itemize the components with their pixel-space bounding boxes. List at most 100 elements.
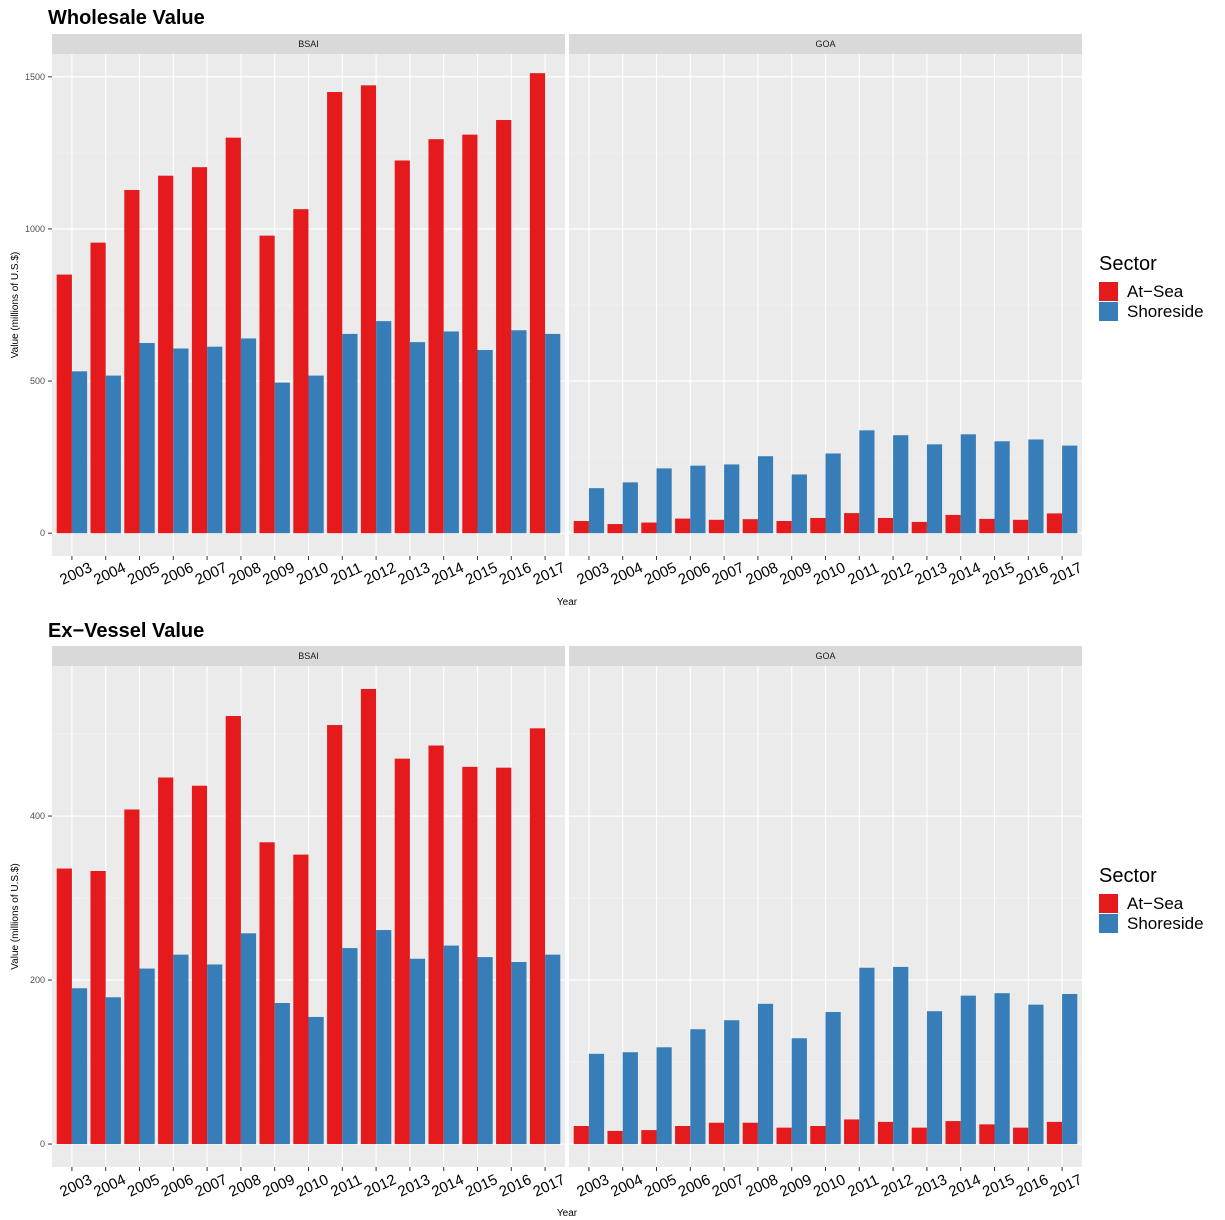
x-tick-label: 2005 — [125, 559, 162, 589]
x-tick-label: 2010 — [811, 1171, 848, 1201]
bar-at-sea-bsai-2013 — [395, 160, 410, 533]
bar-at-sea-goa-2004 — [607, 524, 622, 533]
bar-at-sea-bsai-2006 — [158, 176, 173, 533]
bar-shoreside-goa-2017 — [1062, 446, 1077, 534]
bar-shoreside-goa-2009 — [792, 474, 807, 533]
x-tick-label: 2007 — [709, 1171, 746, 1201]
y-axis-title: Value (millions of U.S.$) — [10, 252, 21, 359]
x-tick-label: 2004 — [608, 559, 645, 589]
bar-shoreside-bsai-2006 — [173, 955, 188, 1144]
bar-at-sea-bsai-2011 — [327, 92, 342, 533]
bar-shoreside-bsai-2010 — [309, 376, 324, 534]
x-tick-label: 2006 — [159, 559, 196, 589]
facet-strip-label: GOA — [815, 651, 835, 661]
x-tick-label: 2011 — [328, 1171, 364, 1200]
x-tick-label: 2008 — [743, 559, 780, 589]
x-tick-label: 2006 — [676, 559, 713, 589]
bar-at-sea-goa-2014 — [945, 1121, 960, 1144]
bar-at-sea-bsai-2003 — [57, 869, 72, 1145]
bar-shoreside-goa-2007 — [724, 464, 739, 533]
facet-strip-label: GOA — [815, 39, 835, 49]
bar-shoreside-bsai-2009 — [275, 1003, 290, 1144]
bar-at-sea-bsai-2016 — [496, 768, 511, 1144]
y-tick-label: 1500 — [25, 72, 45, 82]
y-tick-label: 500 — [30, 376, 45, 386]
bar-at-sea-goa-2012 — [878, 518, 893, 533]
x-tick-label: 2006 — [676, 1171, 713, 1201]
chart-title: Wholesale Value — [48, 7, 205, 29]
bar-shoreside-bsai-2005 — [140, 969, 155, 1144]
bar-shoreside-goa-2008 — [758, 1004, 773, 1144]
x-axis-title: Year — [557, 597, 578, 608]
bar-shoreside-bsai-2015 — [478, 350, 493, 533]
x-tick-label: 2004 — [91, 559, 128, 589]
chart-ex-vessel: Ex−Vessel ValueValue (millions of U.S.$)… — [10, 620, 1204, 1219]
bar-shoreside-goa-2010 — [826, 1012, 841, 1144]
legend-label-at-sea: At−Sea — [1127, 282, 1184, 301]
bar-at-sea-bsai-2015 — [462, 135, 477, 534]
bar-shoreside-bsai-2015 — [478, 957, 493, 1144]
x-tick-label: 2008 — [226, 559, 263, 589]
bar-at-sea-bsai-2017 — [530, 73, 545, 533]
x-tick-label: 2013 — [912, 1171, 949, 1201]
x-tick-label: 2008 — [226, 1171, 263, 1201]
bar-shoreside-bsai-2011 — [342, 334, 357, 533]
bar-shoreside-bsai-2012 — [376, 321, 391, 533]
bar-shoreside-goa-2013 — [927, 1011, 942, 1144]
bar-at-sea-bsai-2010 — [293, 855, 308, 1144]
x-tick-label: 2016 — [497, 559, 534, 589]
x-tick-label: 2011 — [845, 1171, 881, 1200]
bar-at-sea-bsai-2009 — [259, 236, 274, 534]
bar-shoreside-goa-2009 — [792, 1038, 807, 1144]
bar-at-sea-goa-2011 — [844, 1119, 859, 1144]
bar-shoreside-bsai-2011 — [342, 948, 357, 1144]
bar-shoreside-goa-2007 — [724, 1020, 739, 1144]
x-tick-label: 2013 — [395, 1171, 432, 1201]
bar-at-sea-goa-2012 — [878, 1122, 893, 1144]
bar-shoreside-goa-2003 — [589, 1054, 604, 1144]
bar-shoreside-bsai-2007 — [207, 964, 222, 1144]
bar-shoreside-goa-2008 — [758, 456, 773, 533]
facet-strip-label: BSAI — [298, 39, 319, 49]
bar-at-sea-bsai-2005 — [124, 190, 139, 533]
x-tick-label: 2003 — [57, 1171, 94, 1201]
bar-at-sea-bsai-2007 — [192, 167, 207, 533]
bar-shoreside-bsai-2014 — [444, 946, 459, 1144]
x-tick-label: 2015 — [980, 1171, 1017, 1201]
bar-shoreside-bsai-2007 — [207, 347, 222, 534]
bar-shoreside-bsai-2016 — [511, 330, 526, 533]
bar-at-sea-bsai-2006 — [158, 778, 173, 1145]
bar-at-sea-goa-2009 — [776, 521, 791, 533]
bar-at-sea-bsai-2017 — [530, 728, 545, 1144]
bar-at-sea-goa-2017 — [1047, 513, 1062, 533]
x-tick-label: 2012 — [878, 559, 915, 589]
panel-bsai: BSAI 200320042005200620072008200920102011… — [52, 646, 568, 1201]
x-tick-label: 2006 — [159, 1171, 196, 1201]
x-tick-label: 2015 — [463, 559, 500, 589]
x-tick-label: 2013 — [395, 559, 432, 589]
bar-at-sea-bsai-2011 — [327, 725, 342, 1144]
bar-at-sea-bsai-2015 — [462, 767, 477, 1144]
bar-shoreside-goa-2012 — [893, 435, 908, 533]
x-tick-label: 2008 — [743, 1171, 780, 1201]
x-tick-label: 2016 — [1014, 1171, 1051, 1201]
x-tick-label: 2007 — [192, 559, 229, 589]
legend-key-shoreside — [1099, 914, 1118, 933]
bar-at-sea-goa-2006 — [675, 1126, 690, 1144]
bar-shoreside-goa-2004 — [623, 1052, 638, 1144]
bar-shoreside-bsai-2016 — [511, 962, 526, 1144]
x-tick-label: 2010 — [294, 559, 331, 589]
bar-shoreside-bsai-2017 — [545, 334, 560, 533]
x-tick-label: 2005 — [642, 1171, 679, 1201]
x-tick-label: 2007 — [709, 559, 746, 589]
x-tick-label: 2016 — [497, 1171, 534, 1201]
x-tick-label: 2012 — [878, 1171, 915, 1201]
legend-label-shoreside: Shoreside — [1127, 914, 1204, 933]
x-tick-label: 2012 — [361, 1171, 398, 1201]
bar-at-sea-bsai-2014 — [428, 746, 443, 1145]
bar-at-sea-goa-2007 — [709, 1123, 724, 1144]
bar-shoreside-bsai-2003 — [72, 988, 87, 1144]
x-tick-label: 2009 — [777, 559, 814, 589]
bar-shoreside-bsai-2013 — [410, 959, 425, 1144]
